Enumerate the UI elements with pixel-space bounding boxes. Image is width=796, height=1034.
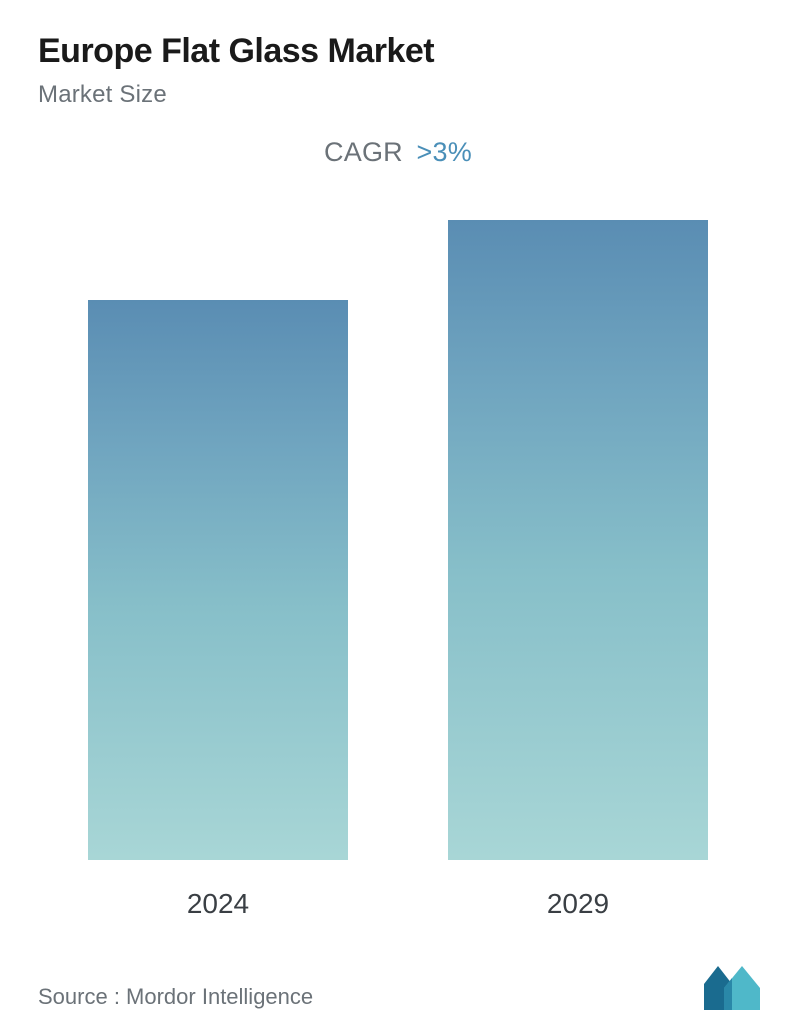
- mordor-logo-icon: [704, 966, 766, 1010]
- bar-column: [448, 220, 708, 860]
- x-label: 2029: [448, 888, 708, 920]
- bar-2029: [448, 220, 708, 860]
- x-axis-labels: 2024 2029: [0, 888, 796, 920]
- cagr-label: CAGR: [324, 137, 403, 167]
- bar-column: [88, 300, 348, 860]
- chart-subtitle: Market Size: [38, 81, 758, 109]
- x-label: 2024: [88, 888, 348, 920]
- cagr-row: CAGR >3%: [38, 137, 758, 168]
- bars-group: [0, 220, 796, 860]
- chart-container: Europe Flat Glass Market Market Size CAG…: [0, 0, 796, 1034]
- source-text: Source : Mordor Intelligence: [38, 984, 313, 1010]
- bar-2024: [88, 300, 348, 860]
- chart-title: Europe Flat Glass Market: [38, 32, 758, 71]
- footer: Source : Mordor Intelligence: [38, 966, 766, 1010]
- chart-area: 2024 2029: [0, 220, 796, 920]
- cagr-value: >3%: [417, 137, 472, 167]
